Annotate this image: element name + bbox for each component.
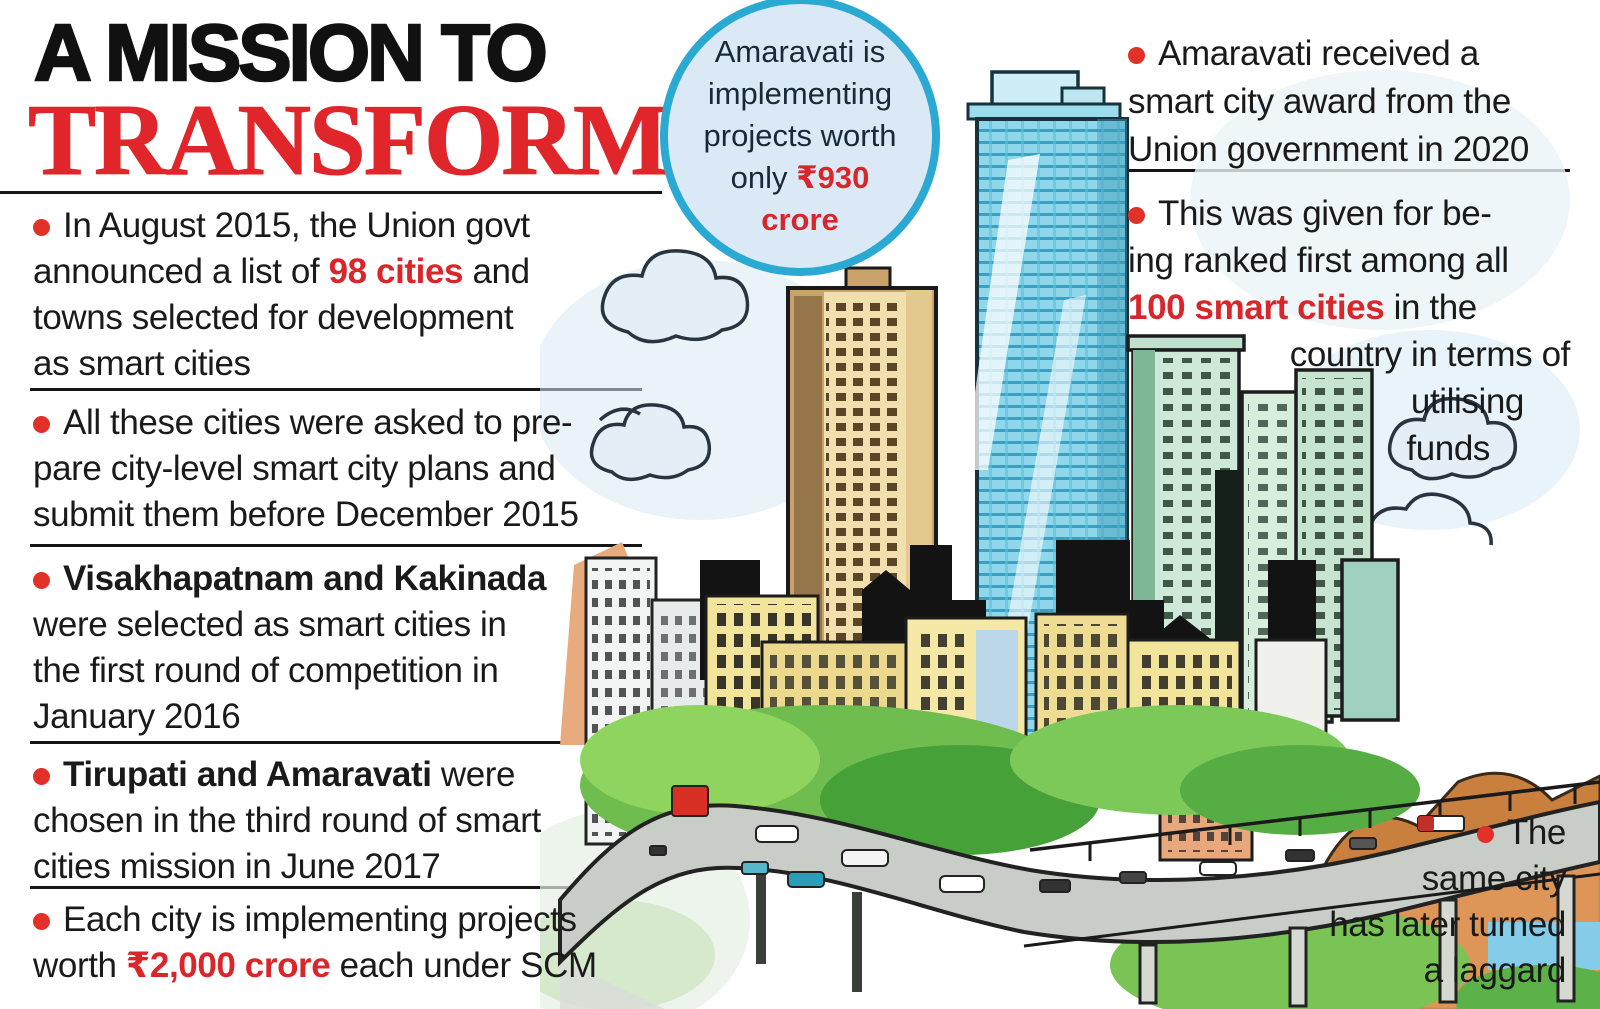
- text-segment: utilising: [1410, 382, 1525, 421]
- bullet-item: Each city is implementing projects worth…: [33, 897, 597, 989]
- bullet-item: This was given for be- ing ranked first …: [1128, 190, 1570, 472]
- text-segment: announced a list of: [33, 252, 329, 291]
- text-segment: Union government in 2020: [1128, 130, 1529, 169]
- text-segment: 100 smart cities: [1128, 288, 1385, 327]
- highway: [558, 780, 1600, 1008]
- text-segment: January 2016: [33, 697, 241, 736]
- text-segment: and: [463, 252, 530, 291]
- text-segment: implementing: [707, 76, 893, 111]
- text-segment: The: [1506, 813, 1567, 852]
- text-segment: worth: [33, 946, 126, 985]
- text-segment: only: [730, 160, 797, 195]
- text-segment: ₹930: [796, 160, 870, 195]
- red-truck: [671, 785, 709, 817]
- text-segment: the first round of competition in: [33, 651, 499, 690]
- text-segment: smart city award from the: [1128, 82, 1511, 121]
- text-segment: All these cities were asked to pre-: [63, 403, 573, 442]
- text-segment: towns selected for development: [33, 298, 514, 337]
- headline-line1: A MISSION TO: [33, 8, 549, 97]
- text-segment: country in terms of: [1289, 335, 1571, 374]
- text-segment: Amaravati is: [714, 34, 886, 69]
- divider: [30, 741, 642, 744]
- text-segment: crore: [761, 202, 839, 237]
- text-segment: were selected as smart cities in: [33, 605, 507, 644]
- clouds: [589, 249, 1518, 562]
- divider: [30, 886, 642, 889]
- text-segment: were: [431, 755, 516, 794]
- bullet-item: Visakhapatnam and Kakinada were selected…: [33, 556, 546, 740]
- text-segment: funds: [1406, 429, 1490, 468]
- text-segment: same city: [1421, 859, 1567, 898]
- text-segment: chosen in the third round of smart: [33, 801, 541, 840]
- water: [1488, 922, 1600, 970]
- city-illustration: [540, 70, 1600, 1009]
- text-segment: In August 2015, the Union govt: [63, 206, 530, 245]
- text-segment: each under SCM: [330, 946, 597, 985]
- highway-pillars: [1138, 874, 1576, 1008]
- divider: [30, 544, 642, 547]
- bullet-item: All these cities were asked to pre- pare…: [33, 400, 579, 538]
- text-segment: Visakhapatnam and Kakinada: [63, 559, 547, 598]
- text-segment: This was given for be-: [1158, 194, 1492, 233]
- text-segment: ₹2,000 crore: [125, 946, 331, 985]
- text-segment: in the: [1384, 288, 1478, 327]
- text-segment: ing ranked first among all: [1128, 241, 1509, 280]
- bullet-item: In August 2015, the Union govt announced…: [33, 203, 530, 387]
- text-segment: Each city is implementing projects: [63, 900, 577, 939]
- footer-note: The same city has later turned a laggard: [1166, 810, 1566, 994]
- text-segment: projects worth: [703, 118, 897, 153]
- text-segment: Amaravati received a: [1158, 34, 1479, 73]
- text-segment: a laggard: [1423, 951, 1567, 990]
- bullet-item: Amaravati received a smart city award fr…: [1128, 30, 1570, 174]
- bullet-item: Tirupati and Amaravati were chosen in th…: [33, 752, 541, 890]
- text-segment: as smart cities: [33, 344, 251, 383]
- text-segment: has later turned: [1329, 905, 1566, 944]
- text-segment: cities mission in June 2017: [33, 847, 441, 886]
- text-segment: pare city-level smart city plans and: [33, 449, 556, 488]
- divider: [30, 388, 642, 391]
- text-segment: submit them before December 2015: [33, 495, 579, 534]
- callout-circle: Amaravati is implementing projects worth…: [660, 0, 940, 276]
- text-segment: Tirupati and Amaravati: [63, 755, 432, 794]
- text-segment: 98 cities: [328, 252, 464, 291]
- headline-line2: TRANSFORM: [27, 84, 669, 197]
- divider: [0, 191, 662, 194]
